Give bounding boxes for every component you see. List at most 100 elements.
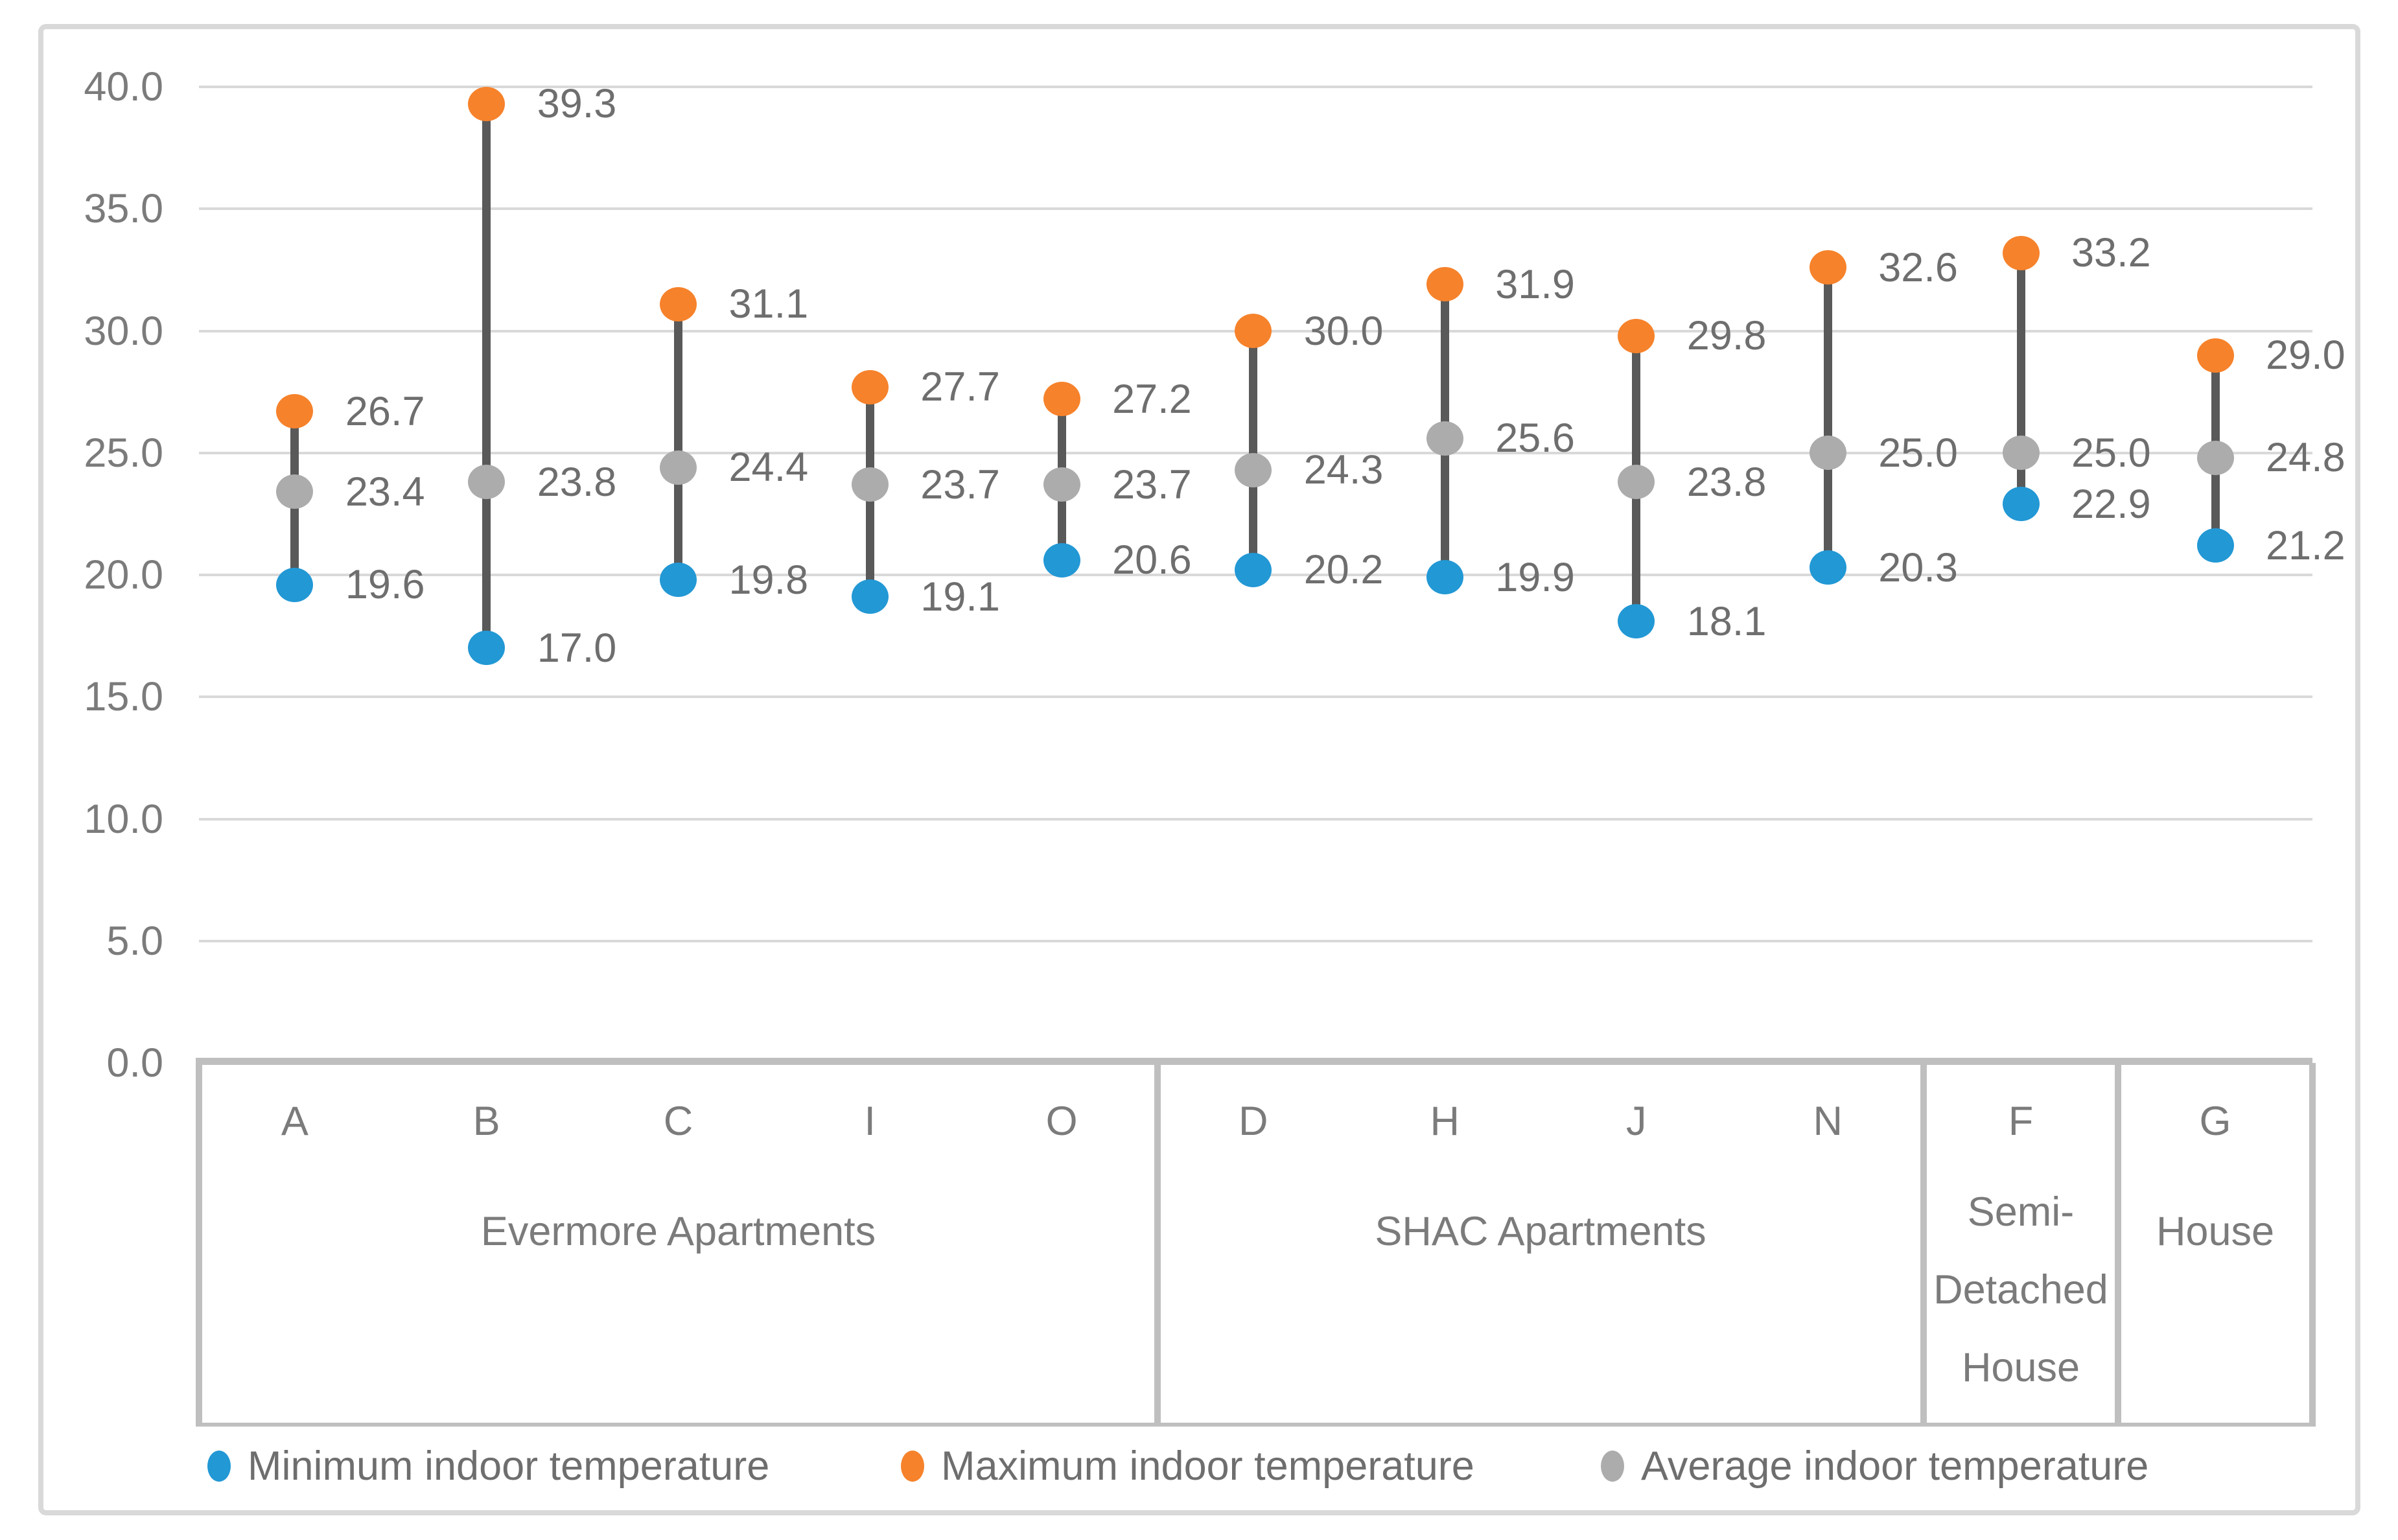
avg-marker-icon (851, 467, 889, 502)
min-marker-icon (1809, 550, 1846, 585)
category-group-label-line: Evermore Apartments (480, 1209, 876, 1254)
category-divider (196, 1063, 202, 1426)
y-axis-tick-label: 20.0 (84, 552, 163, 598)
avg-data-label: 25.6 (1495, 415, 1575, 461)
max-marker-icon (851, 369, 889, 404)
min-marker-icon (2196, 528, 2234, 563)
category-divider (1154, 1063, 1161, 1426)
category-letter: D (1239, 1099, 1268, 1144)
category-letter: G (2199, 1099, 2231, 1144)
y-axis-tick-label: 5.0 (106, 918, 163, 964)
avg-marker-icon (1043, 467, 1080, 502)
y-axis-tick-label: 25.0 (84, 430, 163, 476)
avg-data-label: 23.8 (1686, 459, 1767, 505)
max-data-label: 29.0 (2266, 332, 2346, 379)
min-marker-icon (276, 567, 314, 602)
avg-marker-icon (1809, 436, 1846, 471)
min-data-label: 21.2 (2266, 522, 2346, 568)
y-axis-tick-label: 15.0 (84, 674, 163, 720)
range-stem (1823, 267, 1832, 568)
category-group-label-line: House (2156, 1209, 2275, 1254)
min-data-label: 20.2 (1303, 547, 1384, 593)
min-marker-icon (660, 563, 697, 598)
range-stem (1249, 331, 1258, 570)
max-marker-icon (2196, 338, 2234, 373)
max-data-label: 31.9 (1495, 261, 1575, 307)
avg-data-label: 23.4 (345, 469, 425, 515)
max-data-label: 30.0 (1303, 308, 1384, 354)
avg-marker-icon (276, 474, 314, 509)
avg-data-label: 24.3 (1303, 447, 1384, 493)
category-group-label-line: Detached (1933, 1267, 2108, 1312)
range-stem (482, 104, 491, 648)
avg-data-label: 24.8 (2266, 435, 2346, 481)
category-letter: B (472, 1099, 500, 1144)
category-divider (2115, 1063, 2121, 1426)
category-group-label: Semi- Detached House (1924, 1173, 2118, 1406)
avg-marker-icon (1426, 421, 1463, 456)
category-group-label-line: House (1961, 1345, 2080, 1390)
avg-marker-icon (2002, 436, 2040, 471)
max-marker-icon (1426, 267, 1463, 302)
max-data-label: 39.3 (537, 81, 617, 127)
avg-data-label: 23.7 (920, 461, 1000, 508)
max-data-label: 27.7 (920, 364, 1000, 410)
avg-marker-icon (1235, 452, 1272, 487)
min-marker-icon (1043, 542, 1080, 578)
avg-data-label: 23.8 (537, 459, 617, 505)
max-marker-icon (1043, 382, 1080, 417)
category-group-label-line: SHAC Apartments (1375, 1209, 1706, 1254)
category-group-label: Evermore Apartments (199, 1193, 1158, 1270)
max-marker-icon (276, 394, 314, 429)
avg-marker-icon (468, 465, 506, 500)
min-data-label: 17.0 (537, 625, 617, 671)
min-data-label: 19.6 (345, 562, 425, 608)
min-marker-icon (1426, 560, 1463, 595)
legend-marker-max-icon (901, 1451, 924, 1482)
legend-item-average: Average indoor temperature (1601, 1434, 2148, 1499)
avg-data-label: 25.0 (1878, 430, 1958, 476)
category-divider (1920, 1063, 1927, 1426)
gridline (199, 817, 2312, 821)
chart-frame (38, 24, 2360, 1515)
min-data-label: 22.9 (2071, 481, 2151, 527)
avg-marker-icon (1618, 465, 1655, 500)
category-letter: F (2008, 1099, 2034, 1144)
max-marker-icon (1809, 250, 1846, 285)
gridline (199, 695, 2312, 699)
max-marker-icon (1235, 314, 1272, 348)
min-data-label: 20.6 (1112, 537, 1192, 583)
avg-data-label: 24.4 (728, 445, 809, 491)
range-stem (674, 304, 682, 580)
avg-marker-icon (660, 450, 697, 485)
gridline (199, 86, 2312, 88)
category-group-label-line: Semi- (1967, 1189, 2075, 1235)
category-letter: J (1626, 1099, 1647, 1144)
max-marker-icon (468, 86, 506, 121)
max-data-label: 29.8 (1686, 313, 1767, 359)
category-letter: N (1813, 1099, 1843, 1144)
min-marker-icon (851, 579, 889, 614)
category-group-label: House (2118, 1193, 2312, 1270)
min-data-label: 19.1 (920, 574, 1000, 620)
y-axis-tick-label: 0.0 (106, 1040, 163, 1086)
min-marker-icon (468, 631, 506, 666)
gridline (199, 207, 2312, 211)
max-marker-icon (1618, 318, 1655, 353)
min-marker-icon (1618, 604, 1655, 639)
max-data-label: 32.6 (1878, 244, 1958, 290)
max-marker-icon (660, 286, 697, 321)
y-axis-tick-label: 10.0 (84, 796, 163, 842)
min-data-label: 19.8 (728, 557, 809, 603)
min-marker-icon (2002, 487, 2040, 522)
category-letter: H (1430, 1099, 1460, 1144)
legend-label-minimum: Minimum indoor temperature (248, 1443, 770, 1489)
max-data-label: 27.2 (1112, 376, 1192, 422)
category-letter: C (663, 1099, 693, 1144)
avg-data-label: 25.0 (2071, 430, 2151, 476)
category-group-label: SHAC Apartments (1158, 1193, 1924, 1270)
gridline (199, 939, 2312, 942)
avg-data-label: 23.7 (1112, 461, 1192, 508)
category-divider (2309, 1063, 2316, 1426)
